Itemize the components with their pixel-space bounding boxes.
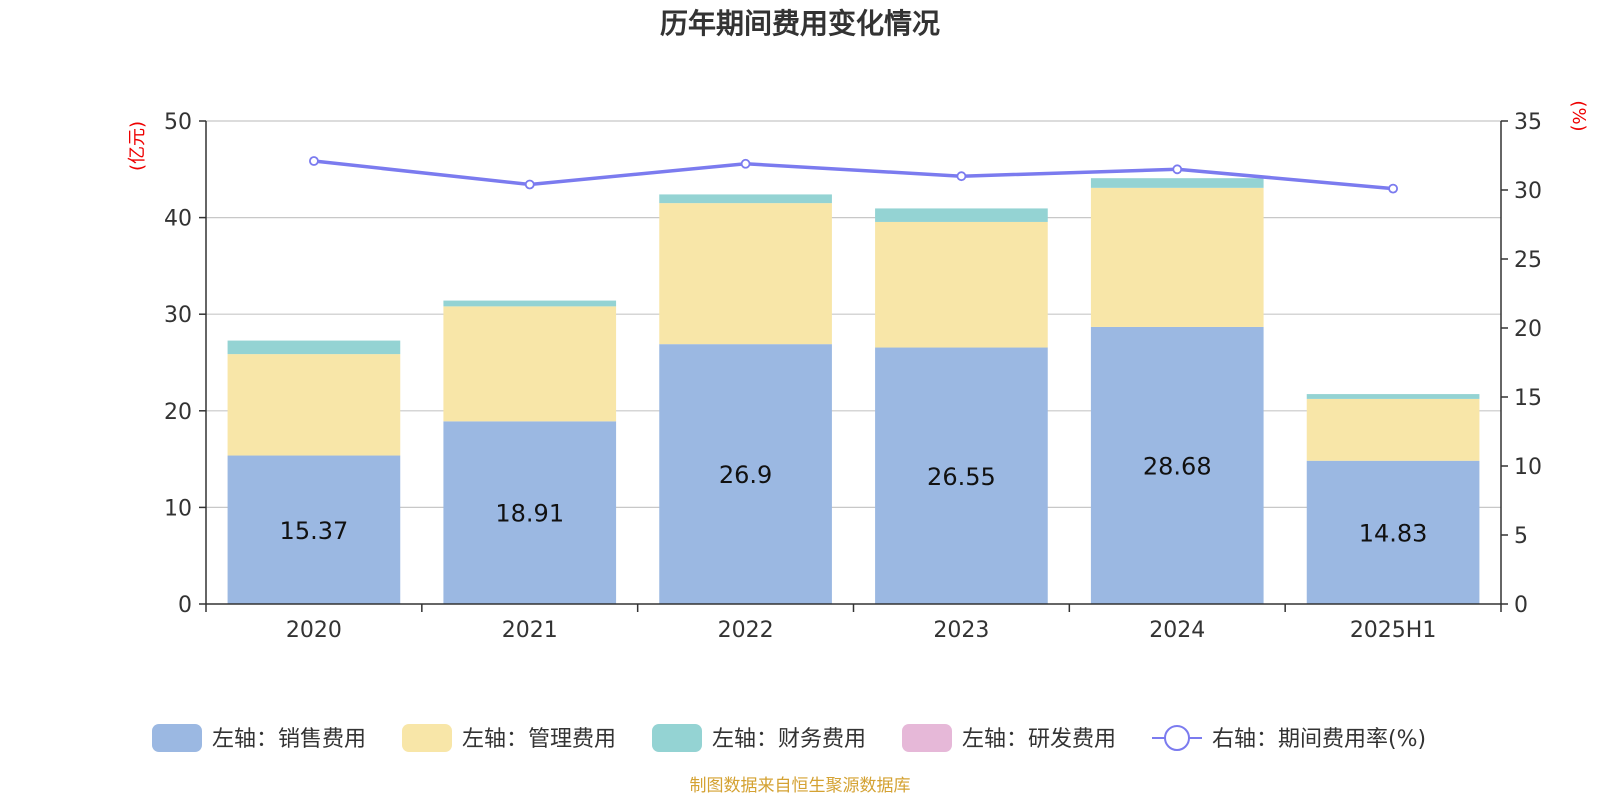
rate-point [524,179,535,190]
bar-左轴：管理费用-2021 [443,306,617,422]
chart-title: 历年期间费用变化情况 [660,7,940,40]
x-tick-label: 2023 [933,618,989,643]
bar-左轴：财务费用-2020 [227,340,401,355]
rate-point [956,171,967,182]
bar-value-label: 15.37 [280,517,349,545]
legend-item[interactable]: 左轴：研发费用 [902,724,1116,752]
bar-左轴：管理费用-2025H1 [1306,398,1480,461]
bar-左轴：销售费用-2022 [659,344,832,604]
legend-label: 左轴：销售费用 [212,727,366,752]
left-axis-unit: (亿元) [127,121,148,171]
right-axis-ticks: 0 5 10 15 20 25 30 35 [1500,110,1542,618]
bar-左轴：销售费用-2023 [875,347,1048,604]
bar-value-label: 26.55 [927,463,996,491]
left-tick-label: 40 [164,207,192,232]
legend-swatch [652,724,702,752]
right-tick-label: 25 [1514,248,1542,273]
left-tick-label: 0 [178,593,192,618]
bar-左轴：管理费用-2022 [659,203,832,345]
legend-label: 左轴：管理费用 [462,727,616,752]
left-tick-label: 20 [164,400,192,425]
legend-item[interactable]: 左轴：财务费用 [652,724,866,752]
legend-label: 左轴：研发费用 [962,727,1116,752]
data-labels: 15.37 18.91 26.9 26.55 28.68 14.83 [280,452,1428,547]
bar-value-label: 14.83 [1359,519,1428,547]
legend: 左轴：销售费用 左轴：管理费用 左轴：财务费用 左轴：研发费用 右轴：期间费用率(%) [152,724,1426,752]
source-note: 制图数据来自恒生聚源数据库 [690,776,911,796]
rate-point [309,156,319,166]
right-tick-label: 15 [1514,386,1542,411]
right-tick-label: 5 [1514,524,1528,549]
bar-左轴：财务费用-2025H1 [1306,394,1480,399]
right-tick-label: 20 [1514,317,1542,342]
rate-line-series [309,156,1398,194]
x-tick-label: 2024 [1149,618,1205,643]
left-tick-label: 30 [164,303,192,328]
bar-value-label: 26.9 [719,461,772,489]
bar-value-label: 28.68 [1143,452,1212,480]
bar-左轴：销售费用-2020 [227,455,401,604]
x-tick-label: 2022 [718,618,774,643]
bar-左轴：销售费用-2021 [443,421,617,604]
left-tick-label: 50 [164,110,192,135]
left-tick-label: 10 [164,496,192,521]
bar-左轴：财务费用-2024 [1090,178,1264,188]
right-tick-label: 30 [1514,179,1542,204]
rate-point [1388,183,1398,194]
legend-swatch [902,724,952,752]
rate-point [1172,164,1183,175]
right-tick-label: 10 [1514,455,1542,480]
bar-左轴：管理费用-2024 [1090,187,1264,327]
bar-左轴：财务费用-2021 [443,300,617,307]
rate-line [313,159,1394,191]
bar-左轴：销售费用-2025H1 [1306,460,1480,604]
legend-label: 右轴：期间费用率(%) [1212,727,1426,752]
legend-label: 左轴：财务费用 [712,727,866,752]
x-tick-label: 2020 [286,618,342,643]
right-tick-label: 35 [1514,110,1542,135]
bar-value-label: 18.91 [495,500,564,528]
bar-左轴：销售费用-2024 [1090,326,1264,604]
legend-item[interactable]: 左轴：管理费用 [402,724,616,752]
legend-item[interactable]: 左轴：销售费用 [152,724,366,752]
bar-左轴：管理费用-2020 [227,354,401,456]
x-tick-label: 2021 [502,618,558,643]
x-tick-label: 2025H1 [1350,618,1437,643]
legend-item[interactable]: 右轴：期间费用率(%) [1152,725,1426,752]
right-axis-unit: (%) [1568,100,1589,131]
bar-左轴：财务费用-2022 [659,194,832,204]
left-axis-ticks: 0 10 20 30 40 50 [164,110,207,618]
gridlines [206,120,1501,508]
bar-左轴：管理费用-2023 [875,221,1048,348]
x-axis: 2020 2021 2022 2023 2024 2025H1 [205,603,1502,643]
rate-point [740,158,751,169]
legend-swatch [152,724,202,752]
legend-swatch [402,724,452,752]
bar-左轴：财务费用-2023 [875,208,1048,222]
bar-series [227,178,1480,604]
legend-marker [1164,725,1190,751]
right-tick-label: 0 [1514,593,1528,618]
